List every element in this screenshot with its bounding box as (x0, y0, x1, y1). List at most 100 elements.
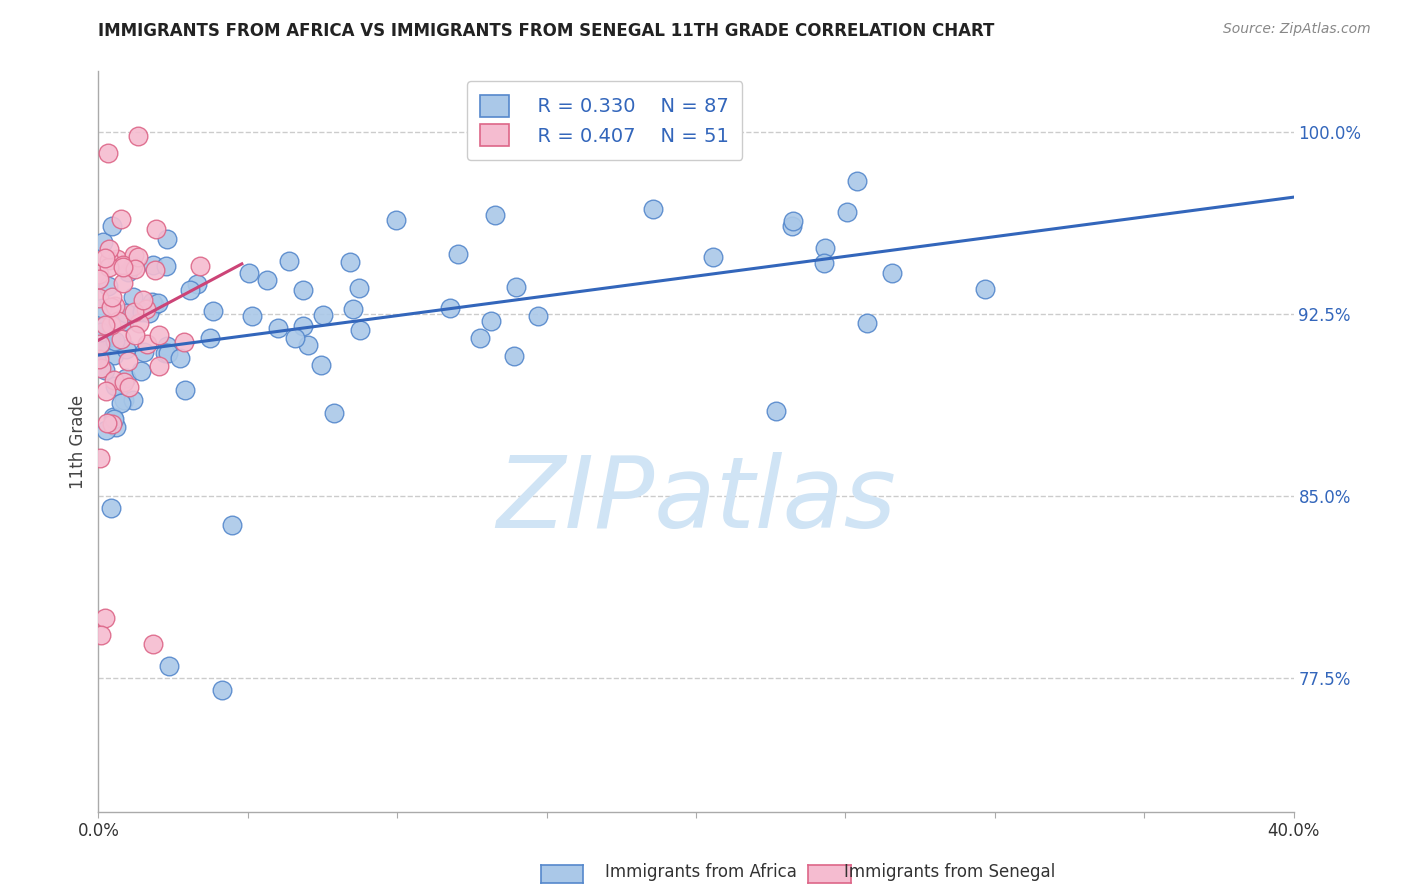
Point (439, 301, 461, 315)
Point (284, 331, 307, 345)
Point (156, 339, 179, 353)
Point (143, 298, 166, 312)
Point (211, 683, 233, 698)
Point (111, 260, 134, 275)
Point (122, 290, 145, 304)
Point (155, 346, 177, 360)
Point (292, 283, 315, 297)
Point (385, 213, 408, 227)
Point (103, 412, 125, 426)
Point (146, 296, 169, 310)
Point (100, 318, 122, 333)
Point (148, 359, 170, 373)
Point (782, 214, 804, 228)
Point (173, 383, 195, 397)
Text: ZIPatlas: ZIPatlas (496, 452, 896, 549)
Point (292, 318, 315, 333)
Point (643, 202, 665, 216)
Point (124, 262, 146, 277)
Point (835, 204, 858, 219)
Point (179, 283, 201, 297)
Point (100, 300, 122, 314)
Point (112, 313, 135, 327)
Point (105, 420, 128, 434)
Point (256, 273, 278, 287)
Point (97, 279, 120, 293)
Point (117, 354, 139, 368)
Point (104, 299, 127, 313)
Point (446, 246, 468, 260)
Point (110, 396, 132, 410)
Point (145, 221, 167, 235)
Point (91, 334, 114, 349)
Point (97, 260, 120, 274)
Point (122, 248, 145, 262)
Point (813, 255, 835, 269)
Point (91, 235, 114, 249)
Point (107, 313, 129, 327)
Point (132, 293, 155, 307)
Point (89, 271, 111, 285)
Point (97, 252, 120, 267)
Point (115, 342, 138, 356)
Point (89, 267, 111, 281)
Point (186, 277, 208, 291)
Point (114, 306, 136, 320)
Point (128, 316, 150, 330)
Point (127, 129, 149, 144)
Point (90, 301, 112, 316)
Point (103, 374, 125, 388)
Point (89, 451, 111, 466)
Point (110, 332, 132, 346)
Point (157, 659, 180, 673)
Text: Source: ZipAtlas.com: Source: ZipAtlas.com (1223, 22, 1371, 37)
Point (155, 259, 177, 273)
Point (297, 338, 319, 352)
Point (111, 276, 134, 290)
Point (94, 318, 117, 332)
Point (90, 360, 112, 375)
Point (101, 219, 124, 234)
Point (89, 291, 111, 305)
Point (468, 331, 491, 345)
Point (339, 255, 361, 269)
Point (89, 337, 111, 351)
Point (112, 258, 135, 272)
Point (104, 379, 127, 393)
Point (89, 352, 111, 367)
Point (90, 325, 112, 339)
Point (882, 267, 904, 281)
Text: Immigrants from Senegal: Immigrants from Senegal (844, 863, 1054, 881)
Point (98, 330, 121, 344)
Point (90, 627, 112, 641)
Point (122, 260, 145, 274)
Point (349, 323, 371, 337)
Point (349, 281, 371, 295)
Point (277, 254, 299, 268)
Point (145, 263, 167, 277)
Point (198, 331, 221, 345)
Text: IMMIGRANTS FROM AFRICA VS IMMIGRANTS FROM SENEGAL 11TH GRADE CORRELATION CHART: IMMIGRANTS FROM AFRICA VS IMMIGRANTS FRO… (98, 22, 995, 40)
Point (110, 211, 132, 226)
Point (157, 345, 180, 359)
Point (104, 334, 127, 349)
Point (505, 280, 527, 294)
Point (702, 250, 724, 264)
Point (323, 406, 346, 420)
Point (118, 379, 141, 393)
Point (124, 328, 146, 343)
Point (312, 309, 335, 323)
Point (202, 304, 225, 318)
Point (765, 404, 787, 418)
Point (117, 265, 139, 279)
Point (96, 384, 118, 398)
Point (100, 501, 122, 516)
Point (127, 250, 149, 264)
Point (142, 637, 165, 651)
Point (94, 363, 117, 377)
Point (122, 305, 145, 319)
Point (814, 241, 837, 255)
Point (221, 518, 243, 533)
Point (112, 392, 135, 407)
Point (342, 302, 364, 317)
